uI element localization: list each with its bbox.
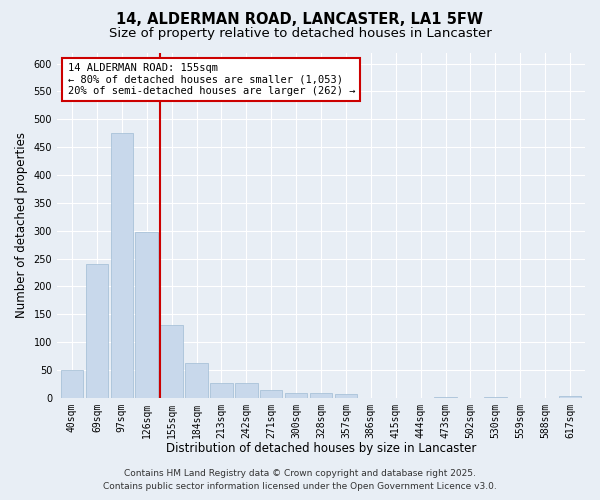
- X-axis label: Distribution of detached houses by size in Lancaster: Distribution of detached houses by size …: [166, 442, 476, 455]
- Bar: [210, 382, 233, 398]
- Bar: [335, 394, 357, 398]
- Text: 14 ALDERMAN ROAD: 155sqm
← 80% of detached houses are smaller (1,053)
20% of sem: 14 ALDERMAN ROAD: 155sqm ← 80% of detach…: [68, 63, 355, 96]
- Bar: [310, 392, 332, 398]
- Bar: [110, 133, 133, 398]
- Bar: [285, 392, 307, 398]
- Text: 14, ALDERMAN ROAD, LANCASTER, LA1 5FW: 14, ALDERMAN ROAD, LANCASTER, LA1 5FW: [116, 12, 484, 28]
- Bar: [235, 382, 257, 398]
- Bar: [136, 232, 158, 398]
- Text: Contains HM Land Registry data © Crown copyright and database right 2025.
Contai: Contains HM Land Registry data © Crown c…: [103, 470, 497, 491]
- Bar: [185, 362, 208, 398]
- Bar: [260, 390, 283, 398]
- Text: Size of property relative to detached houses in Lancaster: Size of property relative to detached ho…: [109, 28, 491, 40]
- Bar: [61, 370, 83, 398]
- Bar: [434, 396, 457, 398]
- Bar: [559, 396, 581, 398]
- Bar: [86, 264, 108, 398]
- Bar: [484, 396, 506, 398]
- Y-axis label: Number of detached properties: Number of detached properties: [15, 132, 28, 318]
- Bar: [160, 326, 183, 398]
